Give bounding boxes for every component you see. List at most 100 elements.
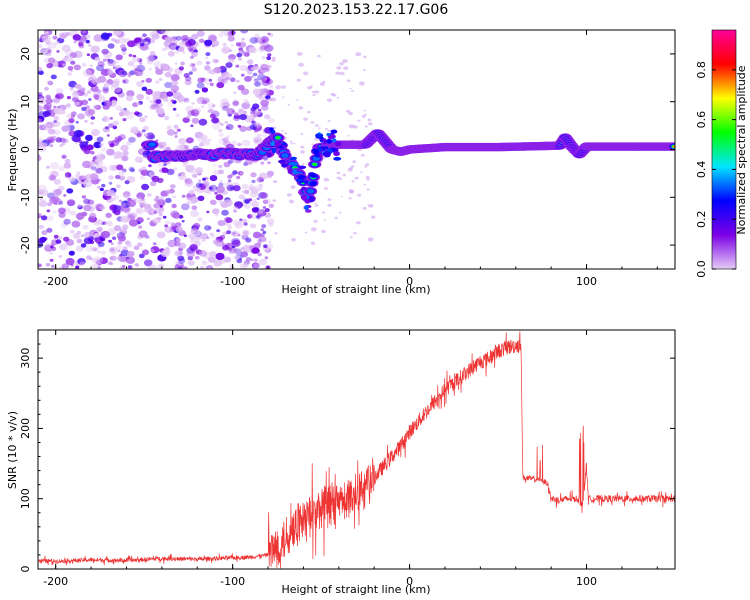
heatmap-noise-blob <box>234 201 244 209</box>
heatmap-noise-blob <box>284 132 288 135</box>
heatmap-noise-blob <box>113 225 122 232</box>
heatmap-noise-blob <box>63 162 72 169</box>
heatmap-noise-blob <box>74 83 80 89</box>
heatmap-noise-blob <box>254 129 258 133</box>
heatmap-noise-blob <box>117 235 126 242</box>
heatmap-noise-blob <box>48 121 57 128</box>
heatmap-noise-blob <box>93 94 100 99</box>
heatmap-noise-blob <box>108 123 114 128</box>
heatmap-noise-blob <box>152 91 161 99</box>
heatmap-noise-blob <box>212 163 218 168</box>
heatmap-noise-blob <box>139 117 146 123</box>
heatmap-noise-blob <box>44 31 49 35</box>
heatmap-noise-blob <box>100 32 110 40</box>
heatmap-noise-blob <box>218 199 223 204</box>
heatmap-noise-blob <box>327 198 332 201</box>
heatmap-noise-blob <box>46 43 49 46</box>
heatmap-noise-blob <box>49 258 54 262</box>
heatmap-noise-blob <box>248 46 257 54</box>
heatmap-noise-blob <box>58 236 63 240</box>
heatmap-noise-blob <box>181 220 185 223</box>
heatmap-noise-blob <box>58 166 65 172</box>
heatmap-noise-blob <box>234 248 242 255</box>
heatmap-noise-blob <box>143 133 148 137</box>
heatmap-noise-blob <box>260 228 265 232</box>
heatmap-noise-blob <box>184 179 194 187</box>
heatmap-noise-blob <box>45 98 53 104</box>
heatmap-noise-blob <box>63 218 71 225</box>
heatmap-noise-blob <box>236 53 242 58</box>
heatmap-noise-blob <box>145 77 152 83</box>
heatmap-noise-blob <box>138 61 143 65</box>
heatmap-noise-blob <box>218 33 224 38</box>
heatmap-noise-blob <box>94 56 101 62</box>
heatmap-noise-blob <box>90 247 95 251</box>
heatmap-noise-blob <box>258 187 263 191</box>
heatmap-noise-blob <box>148 67 153 71</box>
heatmap-noise-blob <box>238 57 242 61</box>
heatmap-noise-blob <box>38 155 41 159</box>
heatmap-noise-blob <box>70 60 76 65</box>
heatmap-noise-blob <box>63 222 68 226</box>
heatmap-noise-blob <box>76 171 81 175</box>
heatmap-noise-blob <box>258 183 264 188</box>
heatmap-noise-blob <box>139 202 146 208</box>
heatmap-noise-blob <box>58 266 64 269</box>
heatmap-noise-blob <box>340 195 343 198</box>
heatmap-noise-blob <box>286 193 292 197</box>
heatmap-noise-blob <box>199 265 205 269</box>
heatmap-noise-blob <box>59 33 67 39</box>
heatmap-noise-blob <box>262 38 266 42</box>
heatmap-track-blob <box>148 142 156 148</box>
heatmap-noise-blob <box>158 78 163 81</box>
heatmap-noise-blob <box>92 247 98 252</box>
heatmap-noise-blob <box>205 52 211 57</box>
heatmap-noise-blob <box>77 113 85 120</box>
heatmap-noise-blob <box>194 167 204 175</box>
heatmap-noise-blob <box>353 232 357 235</box>
heatmap-noise-blob <box>256 176 264 183</box>
heatmap-noise-blob <box>110 86 114 90</box>
heatmap-noise-blob <box>311 143 314 145</box>
heatmap-noise-blob <box>239 171 244 175</box>
heatmap-noise-blob <box>241 183 249 190</box>
heatmap-noise-blob <box>198 250 208 257</box>
heatmap-noise-blob <box>312 90 316 94</box>
heatmap-noise-blob <box>194 89 200 94</box>
heatmap-noise-blob <box>238 194 246 200</box>
heatmap-noise-blob <box>75 265 80 269</box>
heatmap-noise-blob <box>139 42 145 47</box>
heatmap-noise-blob <box>121 265 126 268</box>
heatmap-noise-blob <box>165 189 171 194</box>
heatmap-noise-blob <box>160 30 170 35</box>
heatmap-noise-blob <box>238 108 244 113</box>
heatmap-noise-blob <box>263 198 272 205</box>
heatmap-noise-blob <box>272 199 277 202</box>
heatmap-noise-blob <box>201 87 209 93</box>
heatmap-noise-blob <box>150 246 160 254</box>
heatmap-noise-blob <box>260 132 267 138</box>
heatmap-noise-blob <box>164 226 173 233</box>
heatmap-noise-blob <box>70 115 75 119</box>
heatmap-track-blob <box>317 147 322 152</box>
heatmap-noise-blob <box>145 132 155 140</box>
heatmap-noise-blob <box>174 250 183 257</box>
heatmap-noise-blob <box>157 177 164 184</box>
heatmap-noise-blob <box>53 115 60 121</box>
heatmap-noise-blob <box>55 137 62 143</box>
heatmap-noise-blob <box>102 126 111 133</box>
heatmap-noise-blob <box>304 231 308 234</box>
heatmap-track-blob <box>290 162 298 166</box>
heatmap-noise-blob <box>298 106 304 110</box>
heatmap-noise-blob <box>40 198 43 201</box>
heatmap-noise-blob <box>274 232 278 235</box>
snr-line-panel: -200 -100 0 100 0 100 200 300 Height of straigh… <box>6 329 676 596</box>
heatmap-noise-blob <box>227 179 232 183</box>
heatmap-y-tick-label: 20 <box>19 47 32 61</box>
heatmap-noise-blob <box>268 241 272 243</box>
heatmap-noise-blob <box>237 124 242 128</box>
heatmap-noise-blob <box>336 66 342 70</box>
heatmap-noise-blob <box>192 222 201 229</box>
heatmap-noise-blob <box>158 144 164 149</box>
